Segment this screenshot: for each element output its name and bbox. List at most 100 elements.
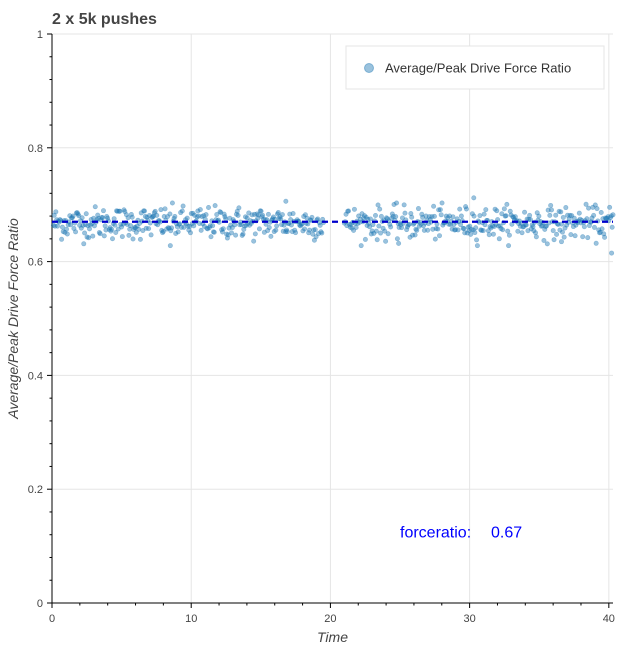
data-point (363, 214, 369, 220)
x-tick-label: 10 (185, 613, 197, 625)
data-point (219, 227, 225, 233)
data-point (362, 236, 368, 242)
data-point (591, 212, 597, 218)
data-point (537, 221, 543, 227)
data-point (431, 203, 437, 209)
data-point (288, 222, 294, 228)
data-point (558, 209, 564, 215)
data-point (596, 227, 602, 233)
y-tick-label: 0 (37, 598, 43, 610)
data-point (497, 223, 503, 229)
data-point (244, 215, 250, 221)
data-point (279, 212, 285, 218)
data-point (87, 226, 93, 232)
data-point (504, 201, 510, 207)
data-point (467, 223, 473, 229)
data-point (152, 208, 158, 214)
data-point (420, 214, 426, 220)
data-point (469, 227, 475, 233)
data-point (201, 213, 207, 219)
data-point (164, 214, 170, 220)
data-point (544, 241, 550, 247)
data-point (277, 214, 283, 220)
data-point (276, 216, 282, 222)
data-point (265, 211, 271, 217)
data-point (565, 212, 571, 218)
data-point (432, 236, 438, 242)
data-point (394, 200, 400, 206)
data-point (505, 228, 511, 234)
data-point (597, 230, 603, 236)
x-tick-label: 30 (463, 613, 475, 625)
data-point (304, 215, 310, 221)
data-point (142, 213, 148, 219)
x-ticks: 0 10 20 30 40 (49, 603, 615, 625)
data-point (302, 226, 308, 232)
data-point (289, 229, 295, 235)
data-point (172, 213, 178, 219)
data-point (180, 203, 186, 209)
x-axis-label: Time (317, 629, 348, 645)
data-point (204, 225, 210, 231)
data-point (307, 217, 313, 223)
data-point (212, 203, 218, 209)
data-point (292, 227, 298, 233)
data-point (261, 229, 267, 235)
data-point (222, 214, 228, 220)
data-point (378, 213, 384, 219)
data-point (346, 221, 352, 227)
data-point (265, 228, 271, 234)
data-point (610, 212, 616, 218)
data-point (266, 225, 272, 231)
data-point (175, 229, 181, 235)
data-point (140, 228, 146, 234)
data-point (234, 208, 240, 214)
data-point (388, 224, 394, 230)
data-point (345, 208, 351, 214)
data-point (96, 215, 102, 221)
data-point (539, 223, 545, 229)
data-point (468, 231, 474, 237)
data-point (279, 222, 285, 228)
data-point (255, 215, 261, 221)
data-point (196, 213, 202, 219)
data-point (568, 232, 574, 238)
data-point (237, 222, 243, 228)
data-point (113, 230, 119, 236)
data-point (167, 211, 173, 217)
y-tick-label: 0.4 (28, 370, 43, 382)
data-point (601, 231, 607, 237)
data-point (502, 213, 508, 219)
data-point (364, 222, 370, 228)
y-tick-label: 0.8 (28, 143, 43, 155)
data-point (103, 227, 109, 233)
data-point (471, 195, 477, 201)
data-point (251, 238, 257, 244)
data-point (128, 211, 134, 217)
data-point (100, 215, 106, 221)
data-point (97, 231, 103, 237)
data-point (349, 225, 355, 231)
data-point (528, 226, 534, 232)
data-point (242, 214, 248, 220)
data-point (146, 213, 152, 219)
data-point (108, 228, 114, 234)
y-tick-label: 0.2 (28, 484, 43, 496)
data-point (203, 212, 209, 218)
data-point (526, 216, 532, 222)
data-point (377, 206, 383, 212)
data-point (219, 229, 225, 235)
data-point (287, 211, 293, 217)
data-point (191, 223, 197, 229)
data-point (316, 231, 322, 237)
data-point (168, 228, 174, 234)
data-point (210, 223, 216, 229)
data-point (284, 227, 290, 233)
data-point (380, 225, 386, 231)
data-point (273, 227, 279, 233)
x-tick-label: 0 (49, 613, 55, 625)
data-point (159, 227, 165, 233)
data-point (507, 208, 513, 214)
data-point (542, 226, 548, 232)
data-point (109, 236, 115, 242)
